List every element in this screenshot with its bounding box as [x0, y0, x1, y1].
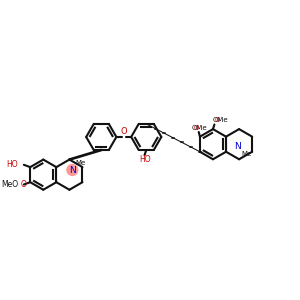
- Text: MeO: MeO: [1, 180, 18, 189]
- Text: N: N: [235, 142, 241, 151]
- Text: Me: Me: [75, 160, 85, 166]
- Text: OMe: OMe: [191, 125, 207, 131]
- Text: Me: Me: [242, 151, 252, 157]
- Text: N: N: [69, 166, 76, 175]
- Text: O: O: [21, 180, 26, 189]
- Text: O: O: [121, 127, 127, 136]
- Text: O: O: [215, 117, 220, 123]
- Text: OMe: OMe: [212, 117, 228, 123]
- Circle shape: [66, 164, 78, 176]
- Text: HO: HO: [6, 160, 18, 169]
- Text: O: O: [194, 125, 199, 131]
- Text: HO: HO: [139, 155, 151, 164]
